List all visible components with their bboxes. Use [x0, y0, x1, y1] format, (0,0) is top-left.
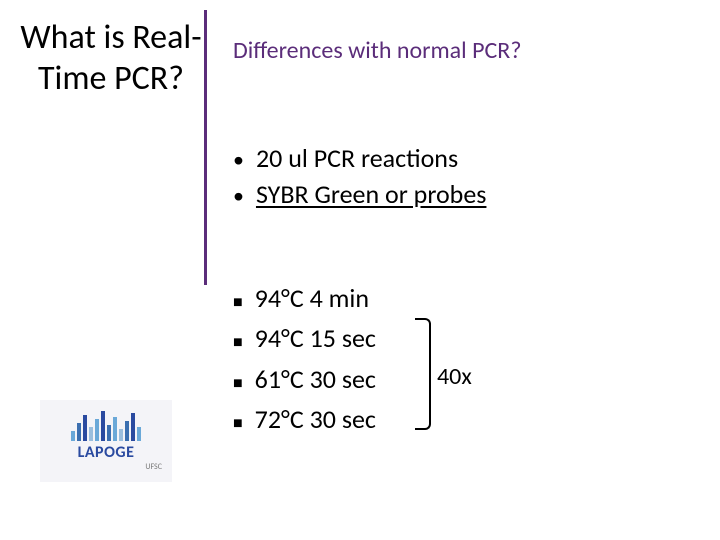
- list-item-text: 72°C 30 sec: [255, 399, 376, 439]
- left-column: What is Real-Time PCR? LAPOGE UFSC: [0, 0, 204, 540]
- bullet-dot-icon: •: [233, 145, 244, 176]
- list-item-text: SYBR Green or probes: [256, 176, 486, 212]
- cycle-count-label: 40x: [437, 362, 472, 391]
- slide: What is Real-Time PCR? LAPOGE UFSC Diffe…: [0, 0, 720, 540]
- secondary-bullet-list: ■ 94°C 4 min ■ 94°C 15 sec ■ 61°C 30 sec ■ 72°C…: [233, 278, 376, 439]
- list-item: ■ 94°C 4 min: [233, 278, 376, 318]
- list-item: ■ 61°C 30 sec: [233, 359, 376, 399]
- list-item: ■ 94°C 15 sec: [233, 318, 376, 358]
- bullet-square-icon: ■: [233, 331, 243, 356]
- bullet-square-icon: ■: [233, 412, 243, 437]
- logo-text: LAPOGE: [78, 443, 135, 462]
- primary-bullet-list: • 20 ul PCR reactions • SYBR Green or probe…: [233, 140, 486, 213]
- list-item-text: 94°C 4 min: [255, 278, 369, 318]
- list-item: • SYBR Green or probes: [233, 176, 486, 212]
- cycle-annotation: 40x: [415, 314, 505, 436]
- logo-subtext: UFSC: [145, 462, 162, 472]
- list-item-text: 20 ul PCR reactions: [256, 140, 458, 176]
- list-item-text: 61°C 30 sec: [255, 359, 376, 399]
- logo: LAPOGE UFSC: [40, 400, 172, 482]
- list-item: • 20 ul PCR reactions: [233, 140, 486, 176]
- subtitle: Differences with normal PCR?: [233, 36, 521, 65]
- list-item: ■ 72°C 30 sec: [233, 399, 376, 439]
- logo-bars-icon: [71, 411, 141, 441]
- bullet-dot-icon: •: [233, 181, 244, 212]
- bullet-square-icon: ■: [233, 372, 243, 397]
- slide-title: What is Real-Time PCR?: [18, 18, 204, 100]
- list-item-text: 94°C 15 sec: [255, 318, 376, 358]
- bracket-icon: [415, 318, 431, 430]
- vertical-divider: [204, 10, 207, 285]
- bullet-square-icon: ■: [233, 291, 243, 316]
